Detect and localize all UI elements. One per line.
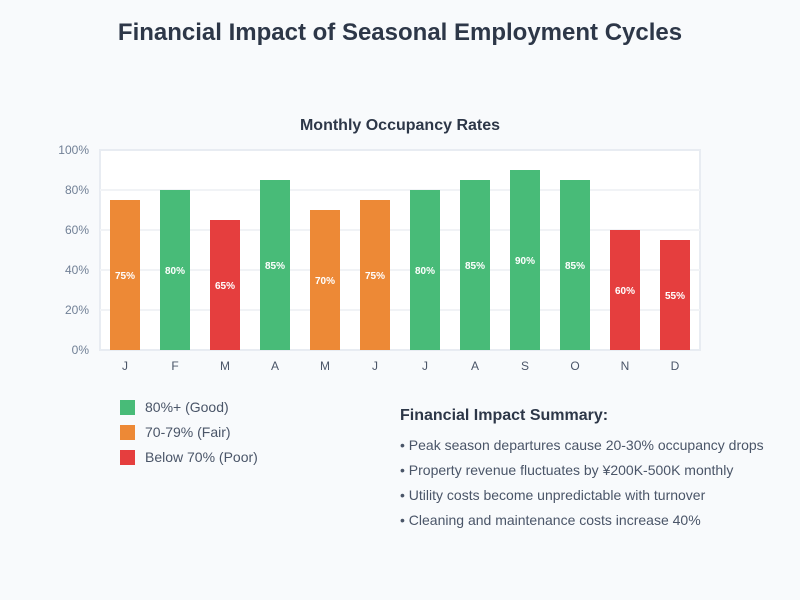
- legend-label-poor: Below 70% (Poor): [145, 449, 258, 465]
- y-tick-label: 20%: [65, 303, 89, 317]
- x-tick-label: D: [671, 359, 680, 373]
- legend-swatch-fair: [120, 425, 135, 440]
- legend-label-fair: 70-79% (Fair): [145, 424, 231, 440]
- bar-data-label: 85%: [465, 261, 485, 272]
- bar: [310, 210, 340, 350]
- y-tick-label: 40%: [65, 263, 89, 277]
- page-title: Financial Impact of Seasonal Employment …: [118, 19, 682, 46]
- x-tick-label: M: [220, 359, 230, 373]
- y-tick-label: 60%: [65, 223, 89, 237]
- x-tick-label: O: [570, 359, 579, 373]
- y-tick-label: 0%: [72, 343, 90, 357]
- bar: [560, 180, 590, 350]
- summary: Financial Impact Summary: • Peak season …: [400, 407, 764, 528]
- bar: [160, 190, 190, 350]
- x-tick-label: A: [471, 359, 479, 373]
- legend-swatch-good: [120, 400, 135, 415]
- bar-data-label: 85%: [265, 261, 285, 272]
- bar: [110, 200, 140, 350]
- x-tick-label: F: [171, 359, 178, 373]
- bar: [410, 190, 440, 350]
- bar-data-label: 90%: [515, 256, 535, 267]
- x-tick-label: A: [271, 359, 279, 373]
- bar-data-label: 60%: [615, 286, 635, 297]
- plot-area: [99, 149, 701, 351]
- legend-label-good: 80%+ (Good): [145, 399, 229, 415]
- bar-data-label: 65%: [215, 281, 235, 292]
- bar-data-label: 75%: [115, 271, 135, 282]
- bar-data-label: 85%: [565, 261, 585, 272]
- bar-data-label: 80%: [165, 266, 185, 277]
- y-tick-label: 100%: [58, 143, 89, 157]
- bar: [510, 170, 540, 350]
- x-tick-label: J: [372, 359, 378, 373]
- bar-data-label: 70%: [315, 276, 335, 287]
- x-tick-label: J: [122, 359, 128, 373]
- x-tick-label: S: [521, 359, 529, 373]
- bar: [260, 180, 290, 350]
- bar-data-label: 80%: [415, 266, 435, 277]
- bar: [360, 200, 390, 350]
- bar: [210, 220, 240, 350]
- y-tick-label: 80%: [65, 183, 89, 197]
- summary-item: • Peak season departures cause 20-30% oc…: [400, 437, 764, 453]
- chart-title: Monthly Occupancy Rates: [300, 117, 500, 134]
- bar: [660, 240, 690, 350]
- bar-data-label: 75%: [365, 271, 385, 282]
- x-tick-label: M: [320, 359, 330, 373]
- bar-data-label: 55%: [665, 291, 685, 302]
- bar: [460, 180, 490, 350]
- summary-heading: Financial Impact Summary:: [400, 407, 608, 424]
- x-tick-label: J: [422, 359, 428, 373]
- bar: [610, 230, 640, 350]
- legend-swatch-poor: [120, 450, 135, 465]
- x-tick-label: N: [621, 359, 630, 373]
- summary-item: • Property revenue fluctuates by ¥200K-5…: [400, 462, 733, 478]
- summary-item: • Cleaning and maintenance costs increas…: [400, 512, 701, 528]
- summary-item: • Utility costs become unpredictable wit…: [400, 487, 706, 503]
- legend: 80%+ (Good) 70-79% (Fair) Below 70% (Poo…: [120, 399, 258, 465]
